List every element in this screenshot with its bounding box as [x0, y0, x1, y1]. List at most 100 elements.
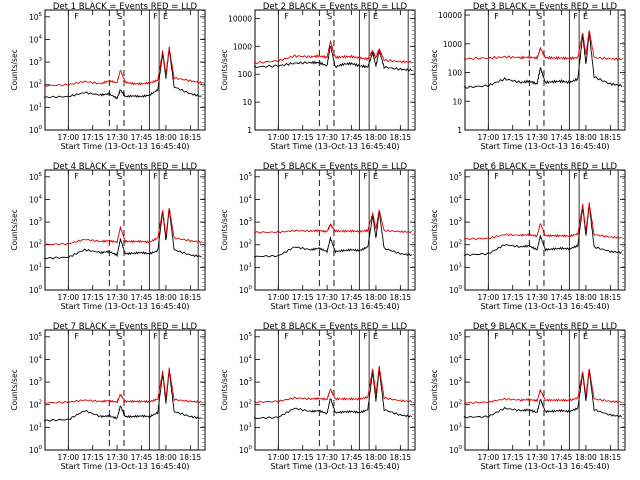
y-tick-label: 1000 — [443, 40, 462, 49]
region-label: F — [74, 172, 79, 181]
region-label: F — [573, 332, 578, 341]
y-tick-label: 103 — [449, 217, 463, 227]
y-tick-label: 103 — [29, 57, 43, 67]
region-label: F — [494, 12, 499, 21]
y-tick-label: 103 — [239, 217, 253, 227]
series-line-lld — [253, 39, 413, 65]
y-tick-label: 104 — [449, 354, 463, 364]
region-label: E — [373, 172, 378, 181]
x-tick-label: 17:45 — [341, 293, 363, 302]
x-tick-label: 17:00 — [58, 133, 80, 142]
y-tick-label: 100 — [29, 285, 43, 295]
series-line-events — [463, 31, 623, 90]
series-line-lld — [463, 202, 622, 241]
x-axis-label: Start Time (13-Oct-13 16:45:40) — [270, 462, 399, 471]
x-tick-label: 18:00 — [365, 453, 387, 462]
region-label: F — [494, 172, 499, 181]
x-tick-label: 17:30 — [316, 453, 338, 462]
x-tick-label: 18:15 — [180, 293, 202, 302]
y-axis-label: Counts/sec — [220, 49, 229, 90]
y-tick-label: 105 — [449, 172, 463, 182]
x-axis-label: Start Time (13-Oct-13 16:45:40) — [480, 462, 609, 471]
plot-frame — [44, 169, 206, 291]
x-tick-label: 17:30 — [526, 133, 548, 142]
x-tick-label: 18:00 — [155, 293, 177, 302]
y-tick-label: 103 — [449, 377, 463, 387]
x-axis-label: Start Time (13-Oct-13 16:45:40) — [270, 142, 399, 151]
x-tick-label: 17:15 — [292, 453, 314, 462]
y-tick-label: 104 — [29, 34, 43, 44]
y-tick-label: 105 — [29, 12, 43, 22]
y-axis-label: Counts/sec — [10, 49, 19, 90]
y-tick-label: 104 — [29, 354, 43, 364]
y-tick-label: 102 — [449, 400, 462, 410]
region-label: F — [284, 172, 289, 181]
x-tick-label: 18:00 — [365, 133, 387, 142]
region-label: E — [583, 172, 588, 181]
series-line-events — [253, 212, 412, 258]
x-tick-label: 17:00 — [58, 293, 80, 302]
series-line-events — [253, 45, 413, 72]
series-line-lld — [43, 46, 203, 87]
y-tick-label: 105 — [29, 332, 43, 342]
x-tick-label: 18:00 — [155, 133, 177, 142]
y-tick-label: 102 — [449, 240, 462, 250]
x-tick-label: 17:30 — [106, 453, 128, 462]
plot-frame — [44, 329, 206, 451]
region-label: F — [153, 332, 158, 341]
y-tick-label: 101 — [449, 422, 462, 432]
plot-frame — [44, 9, 206, 131]
x-axis-label: Start Time (13-Oct-13 16:45:40) — [60, 302, 189, 311]
x-tick-label: 18:15 — [390, 453, 412, 462]
x-tick-label: 18:15 — [390, 293, 412, 302]
x-tick-label: 17:00 — [478, 453, 500, 462]
plot-frame — [464, 169, 626, 291]
y-tick-label: 105 — [449, 332, 463, 342]
y-axis-label: Counts/sec — [430, 49, 439, 90]
region-label: S — [327, 12, 332, 21]
chart-title: Det 7 BLACK = Events RED = LLD — [53, 322, 198, 332]
y-tick-label: 104 — [29, 194, 43, 204]
chart-title: Det 6 BLACK = Events RED = LLD — [473, 162, 618, 172]
region-label: F — [363, 12, 368, 21]
region-label: E — [583, 332, 588, 341]
x-tick-label: 18:15 — [600, 293, 622, 302]
y-axis-label: Counts/sec — [430, 369, 439, 410]
y-tick-label: 102 — [239, 400, 252, 410]
x-tick-label: 17:00 — [478, 293, 500, 302]
x-tick-label: 17:00 — [478, 133, 500, 142]
series-line-lld — [43, 367, 203, 404]
y-tick-label: 100 — [448, 69, 463, 78]
y-tick-label: 102 — [239, 240, 252, 250]
x-tick-label: 17:30 — [526, 293, 548, 302]
region-label: F — [363, 332, 368, 341]
y-axis-label: Counts/sec — [220, 209, 229, 250]
chart-title: Det 5 BLACK = Events RED = LLD — [263, 162, 408, 172]
y-tick-label: 10 — [242, 98, 252, 107]
plot-frame — [254, 9, 416, 131]
series-line-events — [463, 369, 623, 419]
x-tick-label: 17:45 — [131, 293, 153, 302]
y-axis-label: Counts/sec — [430, 209, 439, 250]
x-axis-label: Start Time (13-Oct-13 16:45:40) — [60, 142, 189, 151]
x-tick-label: 18:00 — [155, 453, 177, 462]
y-tick-label: 103 — [29, 217, 43, 227]
x-axis-label: Start Time (13-Oct-13 16:45:40) — [270, 302, 399, 311]
x-tick-label: 18:00 — [365, 293, 387, 302]
y-tick-label: 105 — [239, 332, 253, 342]
y-tick-label: 10 — [452, 97, 462, 106]
x-tick-label: 17:15 — [82, 293, 104, 302]
x-tick-label: 17:45 — [341, 453, 363, 462]
x-axis-label: Start Time (13-Oct-13 16:45:40) — [480, 142, 609, 151]
y-tick-label: 104 — [449, 194, 463, 204]
region-label: S — [537, 332, 542, 341]
y-tick-label: 100 — [449, 285, 463, 295]
x-tick-label: 17:15 — [292, 133, 314, 142]
y-tick-label: 101 — [239, 422, 252, 432]
